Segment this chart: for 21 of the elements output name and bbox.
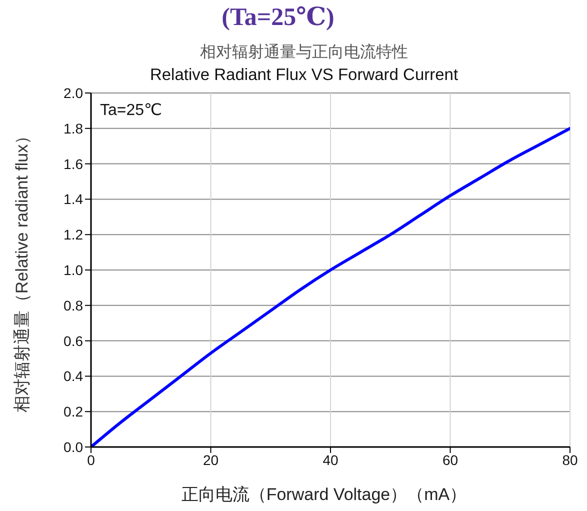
y-tick-label: 2.0: [64, 84, 84, 101]
x-tick-label: 60: [442, 452, 458, 468]
x-tick-label: 40: [322, 452, 338, 468]
y-tick-label: 1.2: [64, 226, 84, 243]
x-tick-label: 80: [562, 452, 578, 468]
y-tick-label: 0.4: [64, 368, 84, 384]
x-axis-title: 正向电流（Forward Voltage）（mA）: [180, 484, 468, 506]
y-axis-title: 相对辐射通量（Relative radiant flux）: [12, 127, 32, 413]
x-tick-label: 20: [202, 452, 219, 468]
y-tick-label: 0.2: [64, 404, 84, 420]
y-tick-label: 1.6: [64, 156, 84, 172]
chart-subtitle: 相对辐射通量与正向电流特性 Relative Radiant Flux VS Forward Current: [148, 42, 460, 85]
y-tick-label: 1.8: [64, 120, 84, 136]
annotation: Ta=25℃: [100, 101, 162, 120]
y-tick-label: 0.6: [64, 332, 84, 349]
y-tick-label: 1.0: [64, 262, 84, 278]
y-tick-label: 0.8: [64, 297, 84, 314]
x-tick-label: 0: [87, 452, 96, 468]
chart-title: (Ta=25℃): [220, 3, 336, 32]
y-tick-label: 1.4: [64, 191, 84, 208]
y-tick-label: 0.0: [64, 438, 84, 455]
